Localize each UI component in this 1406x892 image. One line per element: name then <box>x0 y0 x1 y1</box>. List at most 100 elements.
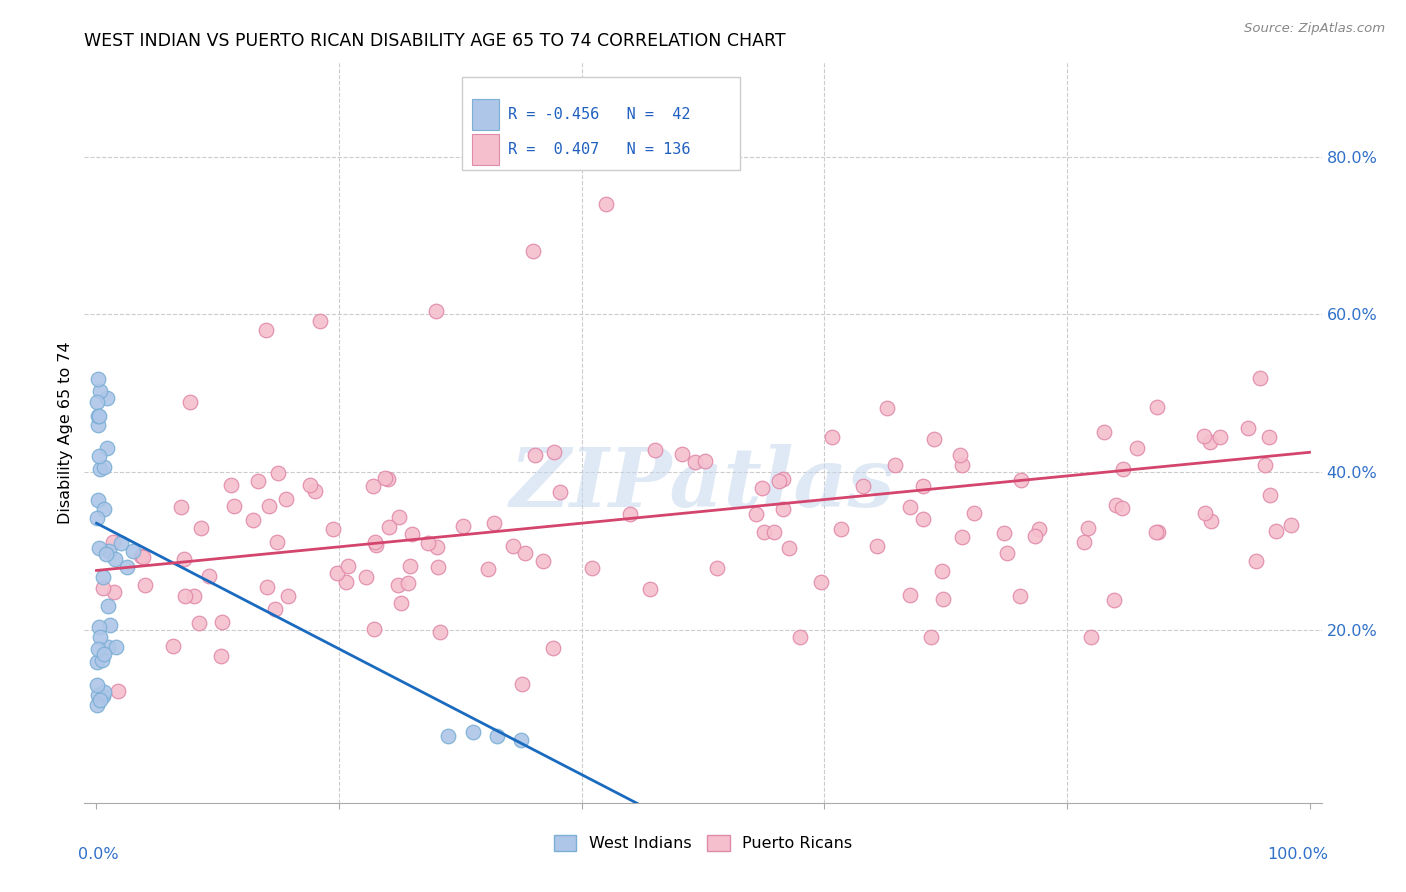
Text: Source: ZipAtlas.com: Source: ZipAtlas.com <box>1244 22 1385 36</box>
Point <box>1126 441 1149 455</box>
Point <box>993 526 1015 541</box>
Point <box>173 590 195 604</box>
Point <box>1147 525 1170 540</box>
Point <box>101 535 124 549</box>
Point <box>89 693 111 707</box>
Point <box>671 447 693 461</box>
Point <box>96 599 118 614</box>
Point <box>426 559 449 574</box>
Point <box>89 462 111 476</box>
Point <box>426 541 449 555</box>
Bar <box>471 134 499 165</box>
Point <box>1249 371 1271 385</box>
Point <box>104 551 127 566</box>
Text: R =  0.407   N = 136: R = 0.407 N = 136 <box>508 142 690 157</box>
Point <box>1192 429 1215 443</box>
Point <box>484 516 506 530</box>
Point <box>1028 522 1050 536</box>
Point <box>103 584 125 599</box>
Point <box>274 492 297 507</box>
Point <box>364 535 387 549</box>
Point <box>162 640 184 654</box>
Point <box>502 539 524 553</box>
Point <box>98 617 121 632</box>
Point <box>363 622 385 636</box>
Point <box>950 530 973 544</box>
Point <box>87 620 110 634</box>
Point <box>912 512 935 526</box>
Point <box>745 507 768 521</box>
Point <box>354 570 377 584</box>
Point <box>129 549 152 563</box>
Point <box>1254 458 1277 472</box>
Point <box>247 475 270 489</box>
Point <box>1199 514 1222 528</box>
Point <box>619 507 641 521</box>
Point <box>1258 430 1281 444</box>
Point <box>97 543 120 558</box>
Text: 0.0%: 0.0% <box>79 847 118 863</box>
Point <box>89 449 111 463</box>
Point <box>337 559 360 574</box>
Point <box>963 506 986 520</box>
Point <box>86 655 108 669</box>
Point <box>401 527 423 541</box>
Point <box>477 562 499 576</box>
Point <box>86 689 108 703</box>
Point <box>644 442 666 457</box>
Y-axis label: Disability Age 65 to 74: Disability Age 65 to 74 <box>58 342 73 524</box>
Point <box>920 630 942 644</box>
Point <box>89 384 111 398</box>
Point <box>830 522 852 536</box>
Point <box>1073 535 1095 549</box>
Point <box>595 197 617 211</box>
Point <box>190 521 212 535</box>
Point <box>86 678 108 692</box>
Point <box>876 401 898 416</box>
Point <box>107 683 129 698</box>
Point <box>110 536 132 550</box>
Point <box>89 630 111 644</box>
Point <box>264 602 287 616</box>
Point <box>1010 473 1032 487</box>
Point <box>309 314 332 328</box>
Point <box>170 500 193 515</box>
Point <box>898 588 921 602</box>
Point <box>416 536 439 550</box>
Point <box>93 685 115 699</box>
Point <box>866 539 889 553</box>
Point <box>94 547 117 561</box>
Point <box>1111 500 1133 515</box>
Point <box>1199 435 1222 450</box>
Point <box>950 458 973 473</box>
Point <box>198 569 221 583</box>
Point <box>638 582 661 596</box>
Point <box>173 552 195 566</box>
Point <box>451 519 474 533</box>
Point <box>93 647 115 661</box>
Point <box>122 543 145 558</box>
Point <box>322 522 344 536</box>
Point <box>1237 421 1260 435</box>
Point <box>377 472 399 486</box>
Point <box>96 441 118 455</box>
Point <box>298 478 321 492</box>
Point <box>266 535 288 549</box>
Point <box>86 698 108 713</box>
Text: WEST INDIAN VS PUERTO RICAN DISABILITY AGE 65 TO 74 CORRELATION CHART: WEST INDIAN VS PUERTO RICAN DISABILITY A… <box>84 32 786 50</box>
Point <box>1008 589 1031 603</box>
Point <box>1194 506 1216 520</box>
Point <box>852 479 875 493</box>
Point <box>900 500 922 515</box>
Point <box>277 589 299 603</box>
Point <box>254 323 277 337</box>
Point <box>683 455 706 469</box>
Point <box>1112 462 1135 476</box>
Point <box>361 479 384 493</box>
Text: 100.0%: 100.0% <box>1267 847 1327 863</box>
Point <box>87 641 110 656</box>
Point <box>1102 593 1125 607</box>
Point <box>912 479 935 493</box>
Point <box>93 460 115 475</box>
Point <box>772 502 794 516</box>
